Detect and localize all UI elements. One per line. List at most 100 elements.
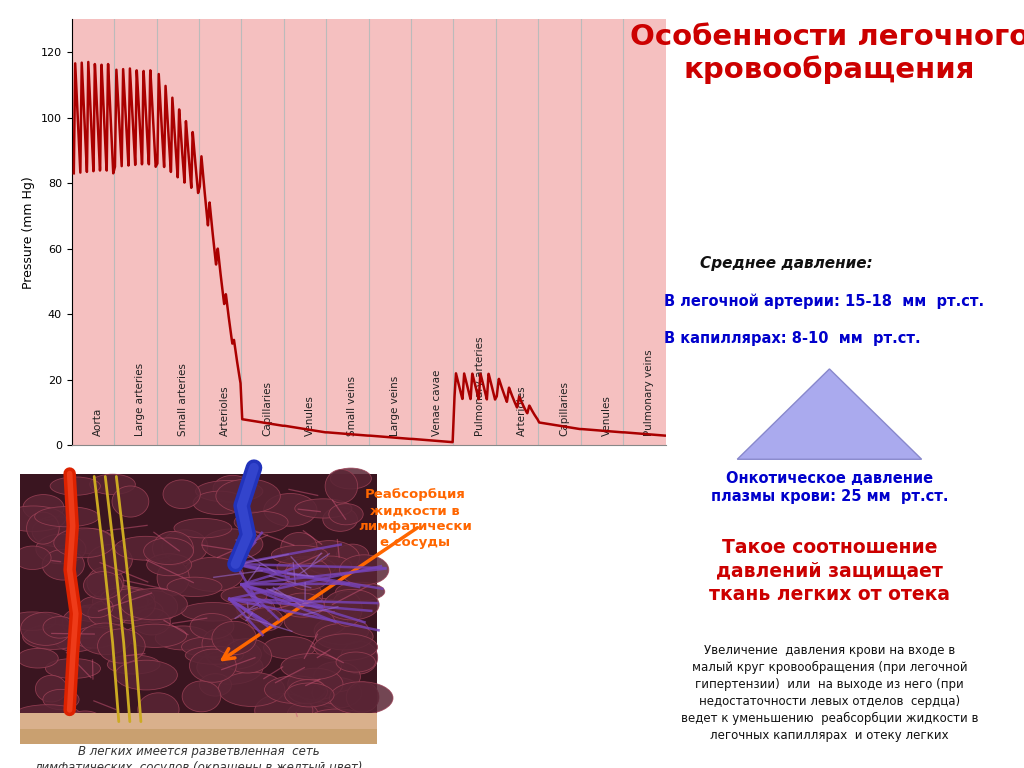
Ellipse shape	[288, 680, 328, 703]
Ellipse shape	[309, 709, 366, 728]
Ellipse shape	[285, 558, 331, 590]
Ellipse shape	[112, 486, 148, 517]
Ellipse shape	[182, 558, 244, 591]
Text: Pulmonary veins: Pulmonary veins	[644, 349, 654, 435]
Ellipse shape	[212, 621, 256, 654]
Ellipse shape	[340, 554, 389, 585]
Ellipse shape	[221, 587, 267, 604]
Ellipse shape	[43, 690, 79, 710]
Ellipse shape	[206, 639, 261, 669]
Ellipse shape	[98, 713, 146, 736]
Ellipse shape	[88, 601, 129, 627]
Ellipse shape	[143, 538, 194, 564]
Ellipse shape	[281, 532, 317, 561]
Ellipse shape	[90, 474, 135, 495]
Text: Особенности легочного
кровообращения: Особенности легочного кровообращения	[630, 23, 1024, 84]
Ellipse shape	[8, 612, 56, 631]
Ellipse shape	[281, 654, 341, 680]
Text: Онкотическое давление
плазмы крови: 25 мм  рт.ст.: Онкотическое давление плазмы крови: 25 м…	[711, 471, 948, 504]
Ellipse shape	[331, 591, 362, 626]
Ellipse shape	[1, 506, 66, 531]
Ellipse shape	[80, 623, 131, 654]
Text: Large arteries: Large arteries	[135, 362, 145, 435]
Ellipse shape	[105, 598, 163, 624]
Ellipse shape	[202, 629, 234, 660]
Ellipse shape	[156, 626, 210, 650]
Ellipse shape	[336, 545, 369, 567]
Ellipse shape	[17, 648, 58, 668]
Ellipse shape	[308, 556, 351, 574]
Ellipse shape	[79, 597, 113, 617]
Ellipse shape	[105, 589, 156, 621]
Ellipse shape	[70, 604, 134, 622]
Ellipse shape	[285, 683, 334, 707]
Ellipse shape	[314, 634, 378, 660]
Ellipse shape	[287, 703, 318, 727]
Ellipse shape	[36, 534, 86, 564]
Text: Capillaries: Capillaries	[559, 381, 569, 435]
FancyBboxPatch shape	[20, 474, 377, 730]
Ellipse shape	[35, 507, 99, 527]
Text: В легких имеется разветвленная  сеть
лимфатических  сосудов (окрашены в желтый ц: В легких имеется разветвленная сеть лимф…	[35, 745, 362, 768]
Bar	[20, 729, 377, 743]
Ellipse shape	[216, 479, 281, 513]
Ellipse shape	[325, 589, 379, 620]
Ellipse shape	[190, 614, 233, 639]
Ellipse shape	[288, 668, 343, 700]
Ellipse shape	[68, 528, 114, 554]
Ellipse shape	[189, 649, 237, 682]
Ellipse shape	[23, 624, 83, 650]
Ellipse shape	[181, 603, 245, 621]
Ellipse shape	[115, 660, 177, 690]
Bar	[20, 713, 377, 737]
Ellipse shape	[50, 477, 100, 495]
Ellipse shape	[54, 528, 115, 558]
Ellipse shape	[42, 549, 84, 580]
Ellipse shape	[329, 504, 364, 525]
Ellipse shape	[294, 702, 344, 733]
Ellipse shape	[234, 511, 288, 533]
Ellipse shape	[202, 529, 263, 560]
Ellipse shape	[133, 591, 177, 623]
Text: Реабсорбция
жидкости в
лимфатически
е сосуды: Реабсорбция жидкости в лимфатически е со…	[358, 488, 472, 549]
Ellipse shape	[281, 593, 325, 617]
Text: В капиллярах: 8-10  мм  рт.ст.: В капиллярах: 8-10 мм рт.ст.	[664, 331, 921, 346]
Ellipse shape	[299, 541, 359, 574]
Ellipse shape	[88, 545, 132, 576]
Ellipse shape	[315, 624, 373, 650]
Ellipse shape	[92, 585, 148, 617]
Ellipse shape	[115, 536, 176, 560]
Ellipse shape	[45, 659, 100, 678]
Ellipse shape	[263, 637, 315, 659]
Y-axis label: Pressure (mm Hg): Pressure (mm Hg)	[23, 176, 35, 289]
Ellipse shape	[313, 662, 360, 692]
Ellipse shape	[87, 567, 124, 598]
Text: Увеличение  давления крови на входе в
малый круг кровообращения (при легочной
ги: Увеличение давления крови на входе в мал…	[681, 644, 978, 742]
Ellipse shape	[218, 672, 285, 707]
Ellipse shape	[138, 693, 179, 727]
Text: Venules: Venules	[602, 395, 612, 435]
Ellipse shape	[181, 637, 240, 657]
Ellipse shape	[120, 588, 187, 620]
Ellipse shape	[276, 557, 336, 578]
Text: Small arteries: Small arteries	[178, 362, 187, 435]
Ellipse shape	[68, 711, 102, 730]
Ellipse shape	[73, 627, 117, 648]
Ellipse shape	[295, 499, 352, 518]
Ellipse shape	[43, 617, 77, 638]
Ellipse shape	[213, 475, 252, 502]
Ellipse shape	[341, 641, 378, 674]
Ellipse shape	[314, 617, 369, 644]
Ellipse shape	[182, 681, 221, 712]
Ellipse shape	[185, 646, 244, 664]
Ellipse shape	[133, 608, 170, 635]
Ellipse shape	[223, 638, 271, 673]
Ellipse shape	[309, 601, 356, 621]
Ellipse shape	[194, 492, 246, 515]
Ellipse shape	[284, 605, 348, 637]
Ellipse shape	[162, 530, 208, 563]
Ellipse shape	[330, 682, 393, 714]
Ellipse shape	[196, 481, 263, 502]
Ellipse shape	[255, 694, 313, 727]
Text: Small veins: Small veins	[347, 376, 357, 435]
